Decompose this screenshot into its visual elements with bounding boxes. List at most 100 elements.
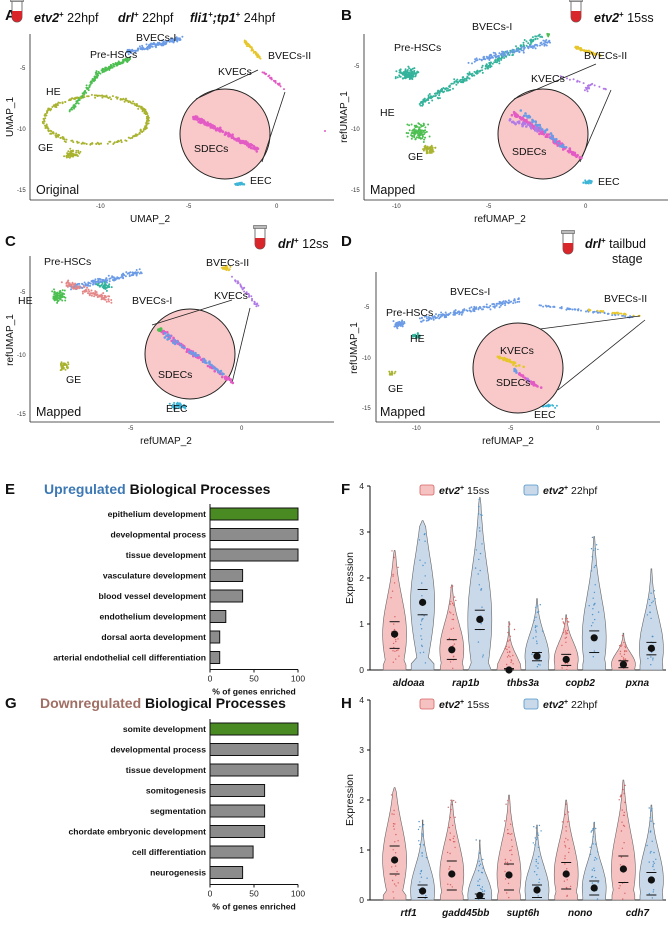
x-axis-label: refUMAP_2: [482, 436, 534, 447]
jitter-point: [623, 814, 625, 817]
violin-shape: [496, 794, 522, 901]
cell-point: [411, 135, 414, 138]
cell-point: [168, 402, 171, 405]
mean-point: [619, 660, 628, 669]
cell-point: [431, 315, 434, 318]
cell-point: [486, 306, 489, 309]
panel-label-e: E: [5, 481, 15, 498]
cell-point: [545, 44, 548, 47]
cell-point: [522, 49, 525, 52]
cell-point: [504, 359, 508, 362]
jitter-point: [482, 654, 484, 656]
jitter-point: [507, 829, 509, 831]
cell-point: [175, 404, 178, 407]
header-sample-line2: stage: [612, 252, 643, 266]
cell-point: [247, 45, 250, 48]
jitter-point: [621, 655, 623, 657]
jitter-point: [450, 808, 452, 811]
cell-point: [578, 80, 581, 83]
cell-point: [498, 306, 501, 309]
cell-point: [60, 367, 63, 370]
cell-point: [55, 132, 58, 135]
jitter-point: [448, 868, 450, 870]
cell-point: [255, 150, 259, 153]
jitter-point: [623, 842, 625, 844]
cell-point: [461, 78, 464, 81]
cell-point: [485, 303, 488, 306]
cell-point: [256, 147, 260, 150]
cell-point: [524, 377, 527, 381]
cell-point: [468, 71, 471, 74]
cell-point: [414, 73, 417, 76]
cell-point: [127, 136, 130, 139]
cell-point: [547, 305, 550, 307]
jitter-point: [537, 846, 540, 849]
cell-point: [510, 50, 513, 53]
cell-point: [523, 39, 526, 41]
cell-point: [523, 46, 526, 49]
cell-point: [498, 62, 501, 65]
jitter-point: [396, 649, 398, 652]
cell-point: [422, 98, 425, 101]
cell-point: [239, 181, 242, 184]
jitter-point: [507, 832, 509, 835]
jitter-point: [590, 625, 593, 627]
jitter-point: [475, 839, 477, 841]
panel-label-g: G: [5, 695, 17, 712]
legend-swatch: [419, 698, 435, 710]
cell-point: [116, 62, 119, 65]
y-tick: -15: [17, 412, 26, 418]
gene-label: gadd45bb: [441, 908, 489, 919]
jitter-point: [539, 604, 541, 606]
cell-point: [518, 300, 521, 303]
cell-point: [276, 82, 279, 85]
cell-point: [420, 131, 423, 134]
cell-point: [236, 282, 239, 285]
cell-point: [104, 278, 107, 281]
cell-point: [108, 283, 111, 286]
cell-point: [473, 60, 476, 63]
cell-point: [101, 282, 104, 285]
jitter-point: [536, 642, 538, 645]
cell-point: [512, 363, 515, 366]
cluster-label: Pre-HSCs: [90, 49, 137, 61]
x-tick: 0: [240, 426, 244, 432]
cell-point: [432, 95, 435, 98]
chart-title: Downregulated Biological Processes: [40, 695, 286, 711]
cell-point: [421, 100, 424, 103]
jitter-point: [567, 839, 569, 841]
cell-point: [124, 98, 127, 101]
jitter-point: [646, 844, 648, 847]
cell-point: [452, 87, 454, 90]
cell-point: [90, 289, 93, 292]
jitter-point: [652, 600, 654, 602]
jitter-point: [452, 824, 454, 827]
cell-point: [229, 265, 232, 268]
cell-point: [468, 307, 471, 310]
cell-point: [252, 144, 256, 148]
cell-point: [454, 309, 457, 312]
jitter-point: [477, 870, 480, 872]
cell-point: [208, 360, 211, 364]
scatter-points-b: [394, 32, 607, 185]
cell-point: [545, 405, 548, 408]
cell-point: [251, 48, 254, 51]
jitter-point: [421, 855, 423, 857]
cell-point: [403, 72, 406, 75]
jitter-point: [478, 860, 480, 862]
cell-point: [526, 378, 529, 381]
jitter-point: [533, 619, 535, 622]
cell-point: [418, 336, 421, 339]
cell-point: [564, 146, 568, 149]
jitter-point: [652, 864, 654, 866]
violin-shape: [581, 536, 607, 671]
cell-point: [73, 107, 75, 110]
jitter-point: [453, 655, 455, 657]
jitter-point: [566, 669, 568, 671]
cell-point: [85, 143, 88, 145]
jitter-point: [652, 865, 654, 868]
jitter-point: [589, 853, 592, 856]
cell-point: [555, 137, 558, 141]
y-tick: 1: [359, 619, 364, 629]
jitter-point: [392, 573, 394, 576]
